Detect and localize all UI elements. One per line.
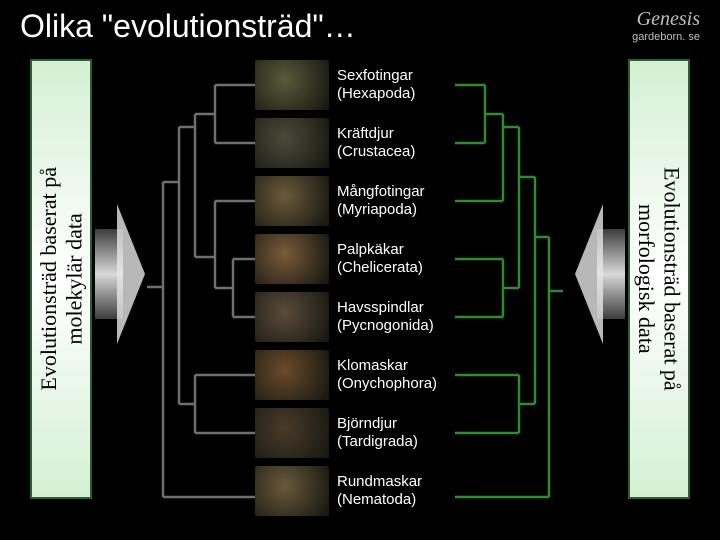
taxon-label: Rundmaskar(Nematoda) [337,473,422,509]
taxon-label: Sexfotingar(Hexapoda) [337,67,415,103]
taxon-row: Rundmaskar(Nematoda) [255,463,455,519]
taxon-common-name: Klomaskar [337,357,437,375]
arrow-left-icon [575,204,625,344]
taxon-latin-name: (Pycnogonida) [337,317,434,335]
taxon-thumbnail [255,350,329,400]
page-title: Olika "evolutionsträd"… [20,8,356,45]
taxon-common-name: Kräftdjur [337,125,415,143]
taxon-thumbnail [255,60,329,110]
taxon-row: Kräftdjur(Crustacea) [255,115,455,171]
arrow-right-icon [95,204,145,344]
left-tree-diagram [145,57,255,527]
taxon-row: Palpkäkar(Chelicerata) [255,231,455,287]
taxon-latin-name: (Tardigrada) [337,433,418,451]
taxon-row: Havsspindlar(Pycnogonida) [255,289,455,345]
right-tree-diagram [455,57,565,527]
taxon-latin-name: (Nematoda) [337,491,422,509]
brand-sub: gardeborn. se [632,31,700,43]
taxon-latin-name: (Chelicerata) [337,259,423,277]
taxon-label: Kräftdjur(Crustacea) [337,125,415,161]
taxon-common-name: Havsspindlar [337,299,434,317]
taxon-common-name: Sexfotingar [337,67,415,85]
taxon-thumbnail [255,292,329,342]
taxon-label: Palpkäkar(Chelicerata) [337,241,423,277]
content-area: Evolutionsträd baserat på molekylär data [0,49,720,539]
taxon-latin-name: (Onychophora) [337,375,437,393]
right-label-text: Evolutionsträd baserat på morfologisk da… [634,167,685,391]
taxon-thumbnail [255,176,329,226]
taxon-thumbnail [255,408,329,458]
taxon-thumbnail [255,118,329,168]
left-label-box: Evolutionsträd baserat på molekylär data [30,59,92,499]
taxon-latin-name: (Hexapoda) [337,85,415,103]
right-label-box: Evolutionsträd baserat på morfologisk da… [628,59,690,499]
taxon-common-name: Björndjur [337,415,418,433]
taxon-row: Klomaskar(Onychophora) [255,347,455,403]
brand-block: Genesis gardeborn. se [632,8,700,43]
taxa-column: Sexfotingar(Hexapoda) Kräftdjur(Crustacea… [255,57,455,521]
taxon-label: Havsspindlar(Pycnogonida) [337,299,434,335]
taxon-common-name: Rundmaskar [337,473,422,491]
taxon-label: Björndjur(Tardigrada) [337,415,418,451]
taxon-common-name: Mångfotingar [337,183,425,201]
header: Olika "evolutionsträd"… Genesis gardebor… [0,0,720,49]
brand-name: Genesis [632,8,700,31]
taxon-row: Sexfotingar(Hexapoda) [255,57,455,113]
taxon-label: Mångfotingar(Myriapoda) [337,183,425,219]
left-label-text: Evolutionsträd baserat på molekylär data [36,167,87,391]
taxon-common-name: Palpkäkar [337,241,423,259]
taxon-thumbnail [255,234,329,284]
taxon-thumbnail [255,466,329,516]
taxon-latin-name: (Crustacea) [337,143,415,161]
taxon-label: Klomaskar(Onychophora) [337,357,437,393]
taxon-row: Björndjur(Tardigrada) [255,405,455,461]
taxon-latin-name: (Myriapoda) [337,201,425,219]
taxon-row: Mångfotingar(Myriapoda) [255,173,455,229]
